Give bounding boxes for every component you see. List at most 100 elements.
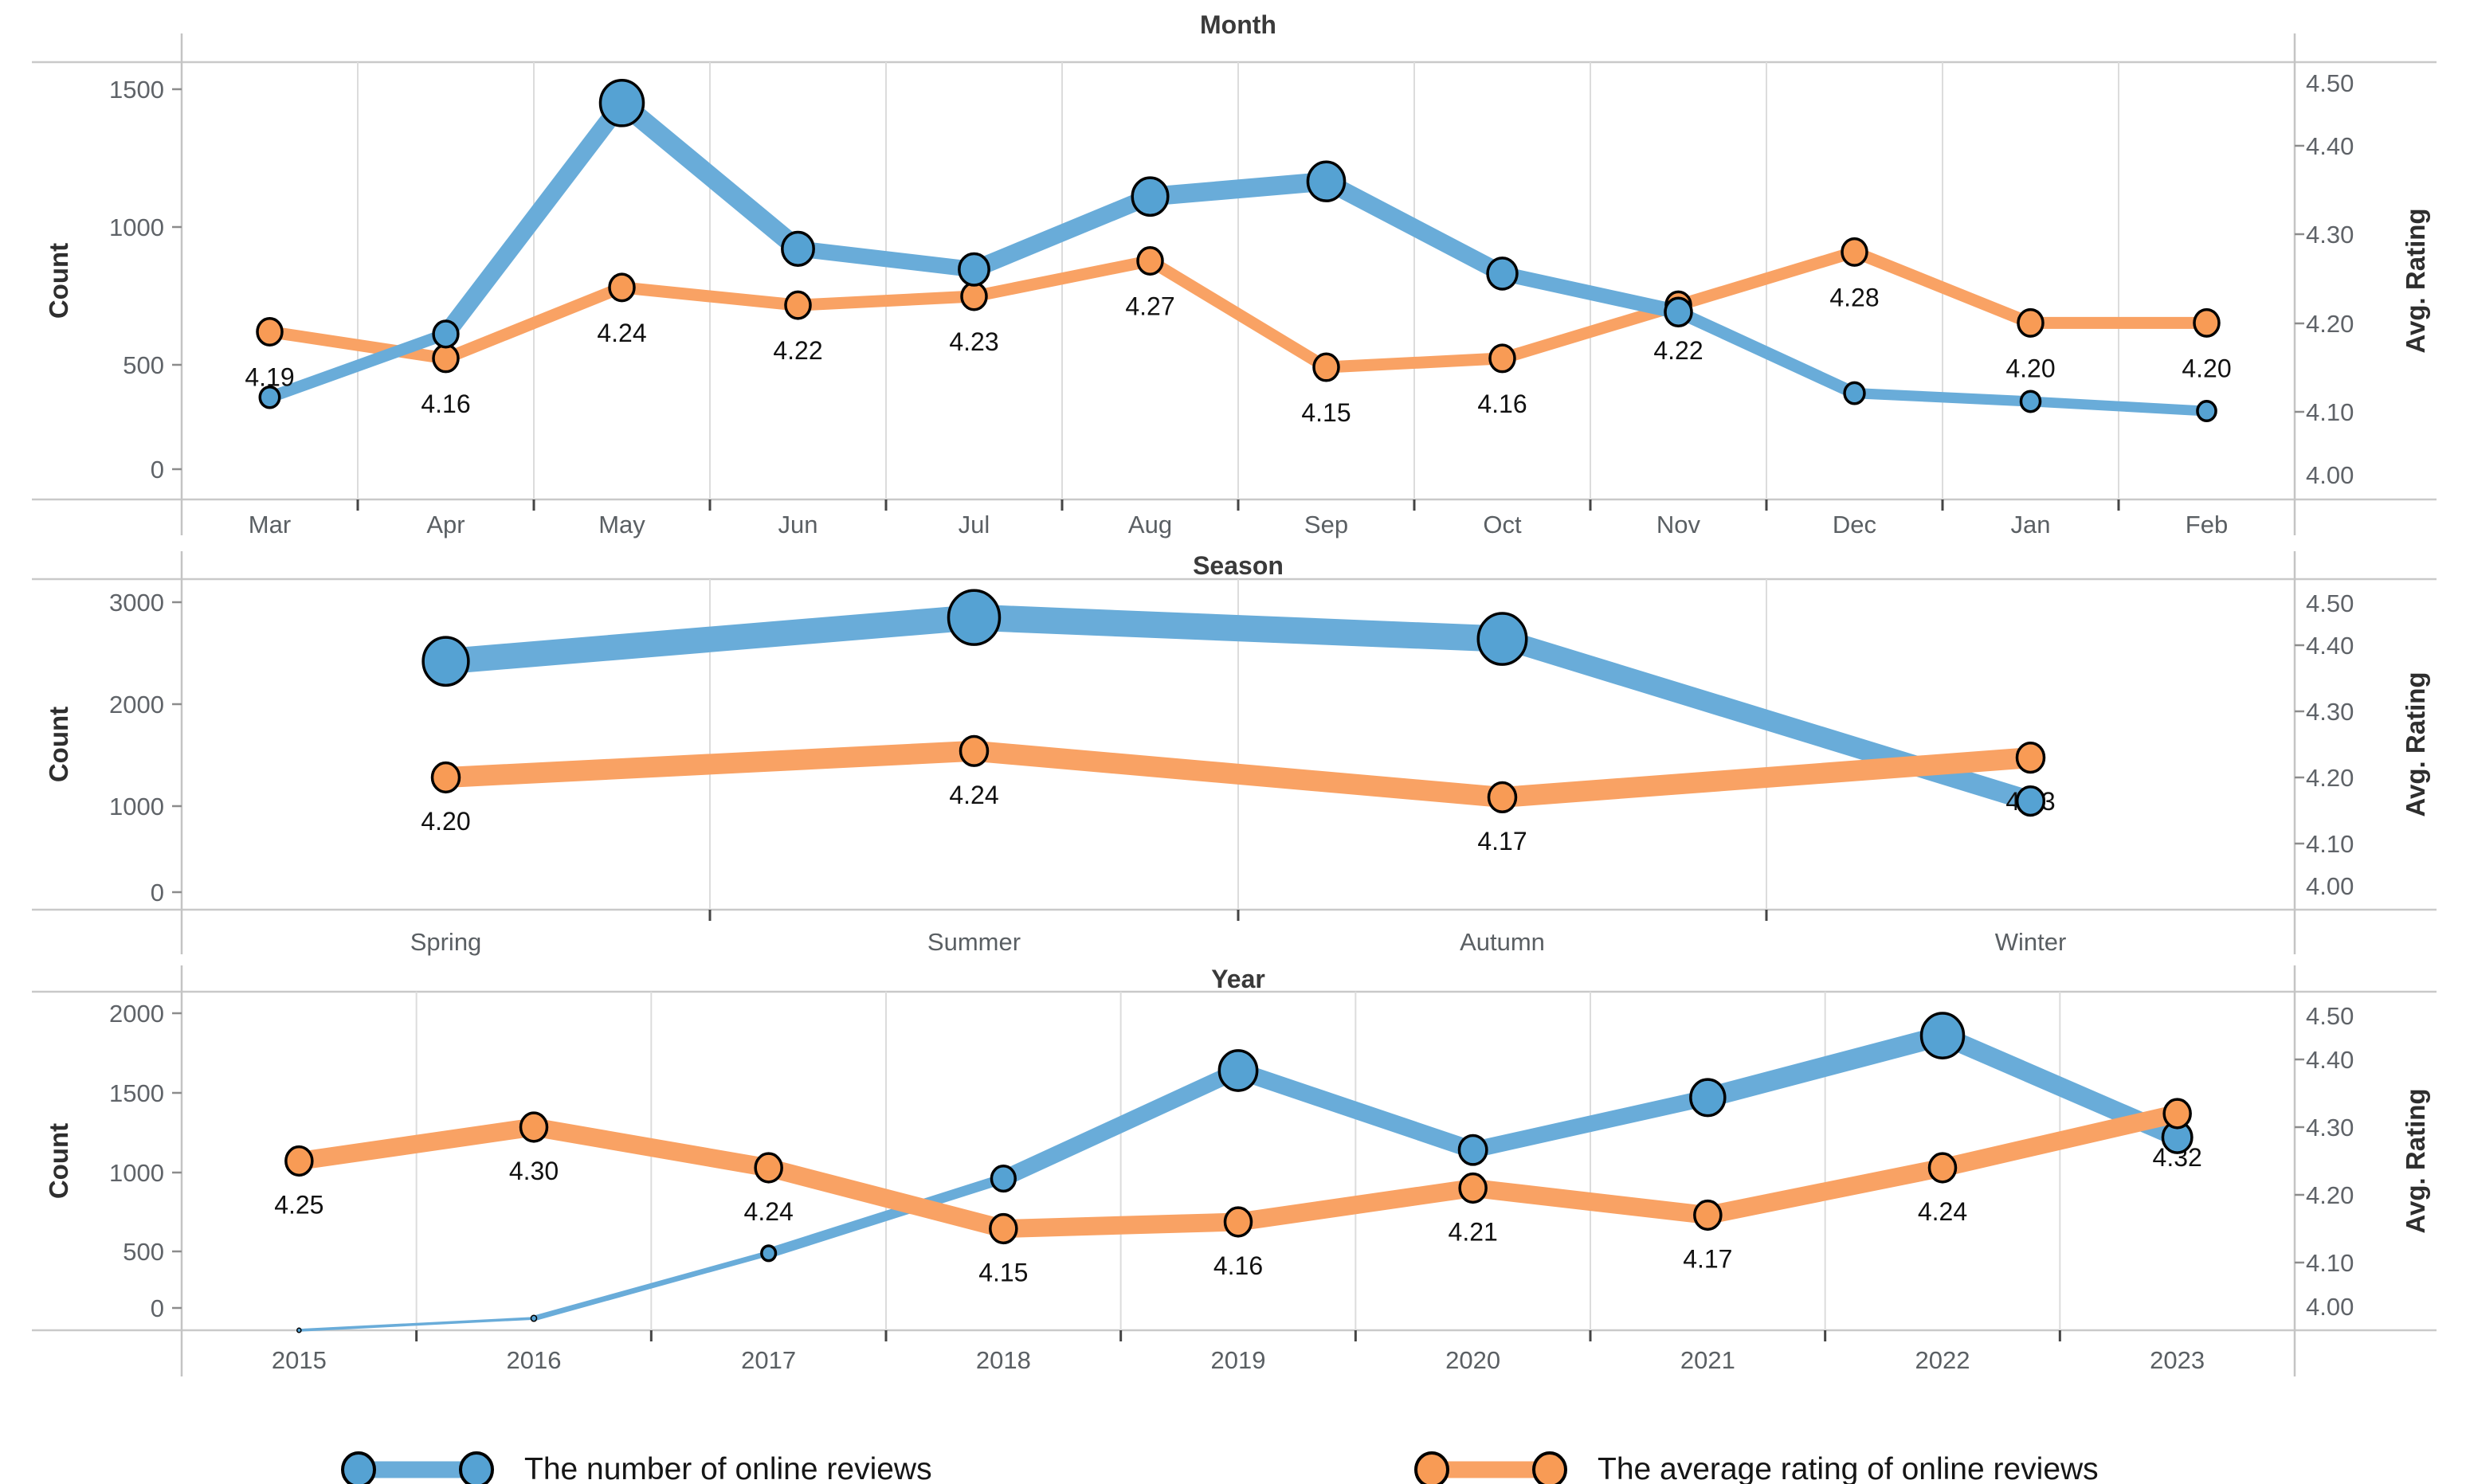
year-reviews-line-segment[interactable] bbox=[1229, 1062, 1482, 1159]
year-reviews-line-segment[interactable] bbox=[995, 1062, 1247, 1187]
month-reviews-marker-oct[interactable] bbox=[1486, 256, 1519, 291]
year-reviews-marker-2017[interactable] bbox=[760, 1244, 778, 1263]
month-category-label-may: May bbox=[598, 511, 645, 538]
season-rating-marker-winter[interactable] bbox=[2015, 741, 2046, 774]
year-rating-tick-label: 4.20 bbox=[2306, 1181, 2354, 1209]
legend-label-reviews: The number of online reviews bbox=[524, 1452, 932, 1484]
month-rating-data-label-oct: 4.16 bbox=[1477, 390, 1527, 418]
year-count-tick-label: 1500 bbox=[109, 1079, 164, 1107]
year-reviews-line-segment[interactable] bbox=[763, 1173, 1009, 1259]
month-reviews-line-segment[interactable] bbox=[612, 93, 808, 259]
year-rating-data-label-2020: 4.21 bbox=[1449, 1218, 1498, 1247]
season-reviews-marker-autumn[interactable] bbox=[1476, 612, 1528, 666]
month-reviews-marker-apr[interactable] bbox=[432, 319, 460, 349]
month-reviews-line-segment[interactable] bbox=[965, 187, 1159, 278]
season-reviews-marker-summer[interactable] bbox=[947, 589, 1002, 646]
season-reviews-marker-winter[interactable] bbox=[2015, 785, 2046, 817]
year-reviews-line-segment[interactable] bbox=[1464, 1089, 1716, 1158]
year-reviews-marker-2019[interactable] bbox=[1217, 1049, 1259, 1092]
season-left-axis-title: Count bbox=[44, 707, 73, 782]
season-reviews-line-segment[interactable] bbox=[433, 605, 987, 675]
year-category-label-2016: 2016 bbox=[507, 1346, 562, 1374]
month-reviews-marker-feb[interactable] bbox=[2196, 400, 2217, 423]
year-reviews-marker-2022[interactable] bbox=[1919, 1012, 1966, 1059]
month-reviews-line-segment[interactable] bbox=[437, 94, 631, 343]
month-left-axis-title: Count bbox=[44, 243, 73, 319]
year-rating-tick-label: 4.10 bbox=[2306, 1249, 2354, 1277]
year-rating-marker-2015[interactable] bbox=[284, 1145, 314, 1177]
month-reviews-line-segment[interactable] bbox=[264, 327, 452, 404]
year-category-label-2019: 2019 bbox=[1211, 1346, 1266, 1374]
month-reviews-marker-jun[interactable] bbox=[781, 230, 815, 267]
legend-item-reviews[interactable]: The number of online reviews bbox=[338, 1447, 932, 1484]
season-category-label-autumn: Autumn bbox=[1460, 928, 1545, 956]
month-rating-marker-jul[interactable] bbox=[960, 281, 988, 311]
year-rating-marker-2016[interactable] bbox=[519, 1111, 549, 1143]
month-reviews-marker-mar[interactable] bbox=[258, 386, 281, 409]
year-reviews-line-segment[interactable] bbox=[297, 1317, 535, 1332]
month-reviews-marker-aug[interactable] bbox=[1131, 176, 1170, 217]
month-reviews-marker-jul[interactable] bbox=[958, 252, 990, 287]
year-reviews-line-segment[interactable] bbox=[531, 1250, 772, 1322]
month-reviews-marker-jan[interactable] bbox=[2019, 390, 2042, 413]
month-rating-marker-apr[interactable] bbox=[432, 343, 460, 374]
month-category-label-dec: Dec bbox=[1833, 511, 1876, 538]
year-reviews-marker-2020[interactable] bbox=[1457, 1134, 1488, 1166]
month-rating-marker-aug[interactable] bbox=[1136, 246, 1164, 276]
month-category-label-jan: Jan bbox=[2011, 511, 2051, 538]
year-rating-marker-2021[interactable] bbox=[1693, 1199, 1723, 1231]
month-reviews-line-segment[interactable] bbox=[1140, 171, 1336, 206]
month-rating-marker-oct[interactable] bbox=[1488, 343, 1516, 374]
month-rating-marker-dec[interactable] bbox=[1841, 237, 1868, 267]
year-rating-marker-2017[interactable] bbox=[754, 1152, 783, 1184]
year-category-label-2021: 2021 bbox=[1680, 1346, 1735, 1374]
year-rating-marker-2020[interactable] bbox=[1458, 1172, 1488, 1204]
month-reviews-line-segment[interactable] bbox=[1495, 266, 1686, 319]
year-reviews-marker-2016[interactable] bbox=[530, 1314, 538, 1322]
season-rating-line[interactable] bbox=[435, 740, 2041, 808]
year-rating-marker-2023[interactable] bbox=[2162, 1098, 2192, 1130]
month-category-label-aug: Aug bbox=[1128, 511, 1172, 538]
year-reviews-marker-2021[interactable] bbox=[1689, 1078, 1727, 1118]
year-rating-marker-2019[interactable] bbox=[1223, 1206, 1253, 1238]
season-rating-marker-autumn[interactable] bbox=[1487, 781, 1518, 814]
year-rating-data-label-2022: 4.24 bbox=[1918, 1197, 1967, 1226]
year-rating-marker-2018[interactable] bbox=[989, 1212, 1018, 1245]
season-rating-tick-label: 4.20 bbox=[2306, 764, 2354, 792]
month-category-label-sep: Sep bbox=[1304, 511, 1348, 538]
month-rating-data-label-may: 4.24 bbox=[597, 319, 646, 347]
month-reviews-marker-may[interactable] bbox=[598, 78, 645, 127]
month-rating-marker-feb[interactable] bbox=[2193, 307, 2221, 338]
month-reviews-line-segment[interactable] bbox=[2025, 396, 2212, 417]
month-reviews-line-segment[interactable] bbox=[1849, 387, 2037, 407]
year-rating-marker-2022[interactable] bbox=[1927, 1152, 1958, 1184]
month-category-label-nov: Nov bbox=[1656, 511, 1701, 538]
month-right-axis-title: Avg. Rating bbox=[2401, 208, 2430, 353]
month-reviews-marker-sep[interactable] bbox=[1306, 160, 1347, 202]
year-reviews-marker-2018[interactable] bbox=[990, 1165, 1017, 1193]
month-reviews-line-segment[interactable] bbox=[1317, 172, 1511, 283]
rating-legend-glyph bbox=[1414, 1451, 1567, 1484]
month-rating-tick-label: 4.50 bbox=[2306, 69, 2354, 97]
year-reviews-line-segment[interactable] bbox=[1697, 1025, 1953, 1108]
season-reviews-marker-spring[interactable] bbox=[421, 636, 470, 687]
month-rating-marker-jun[interactable] bbox=[784, 290, 812, 320]
month-reviews-marker-dec[interactable] bbox=[1843, 381, 1866, 405]
season-reviews-line-segment[interactable] bbox=[960, 604, 1516, 652]
season-rating-data-label-autumn: 4.17 bbox=[1477, 827, 1527, 856]
legend-item-rating[interactable]: The average rating of online reviews bbox=[1411, 1447, 2099, 1484]
month-reviews-line-segment[interactable] bbox=[790, 241, 982, 278]
month-rating-marker-jan[interactable] bbox=[2017, 307, 2045, 338]
month-rating-marker-sep[interactable] bbox=[1312, 352, 1340, 382]
month-reviews-marker-nov[interactable] bbox=[1664, 296, 1693, 328]
year-reviews-marker-2015[interactable] bbox=[296, 1327, 302, 1333]
month-rating-marker-mar[interactable] bbox=[256, 317, 284, 347]
month-reviews-line-segment[interactable] bbox=[1672, 306, 1861, 400]
year-rating-tick-label: 4.00 bbox=[2306, 1293, 2354, 1321]
month-rating-line[interactable] bbox=[264, 245, 2213, 374]
year-right-axis-title: Avg. Rating bbox=[2401, 1088, 2430, 1233]
season-rating-marker-spring[interactable] bbox=[430, 761, 461, 794]
season-rating-marker-summer[interactable] bbox=[959, 734, 990, 767]
month-rating-marker-may[interactable] bbox=[608, 272, 636, 303]
